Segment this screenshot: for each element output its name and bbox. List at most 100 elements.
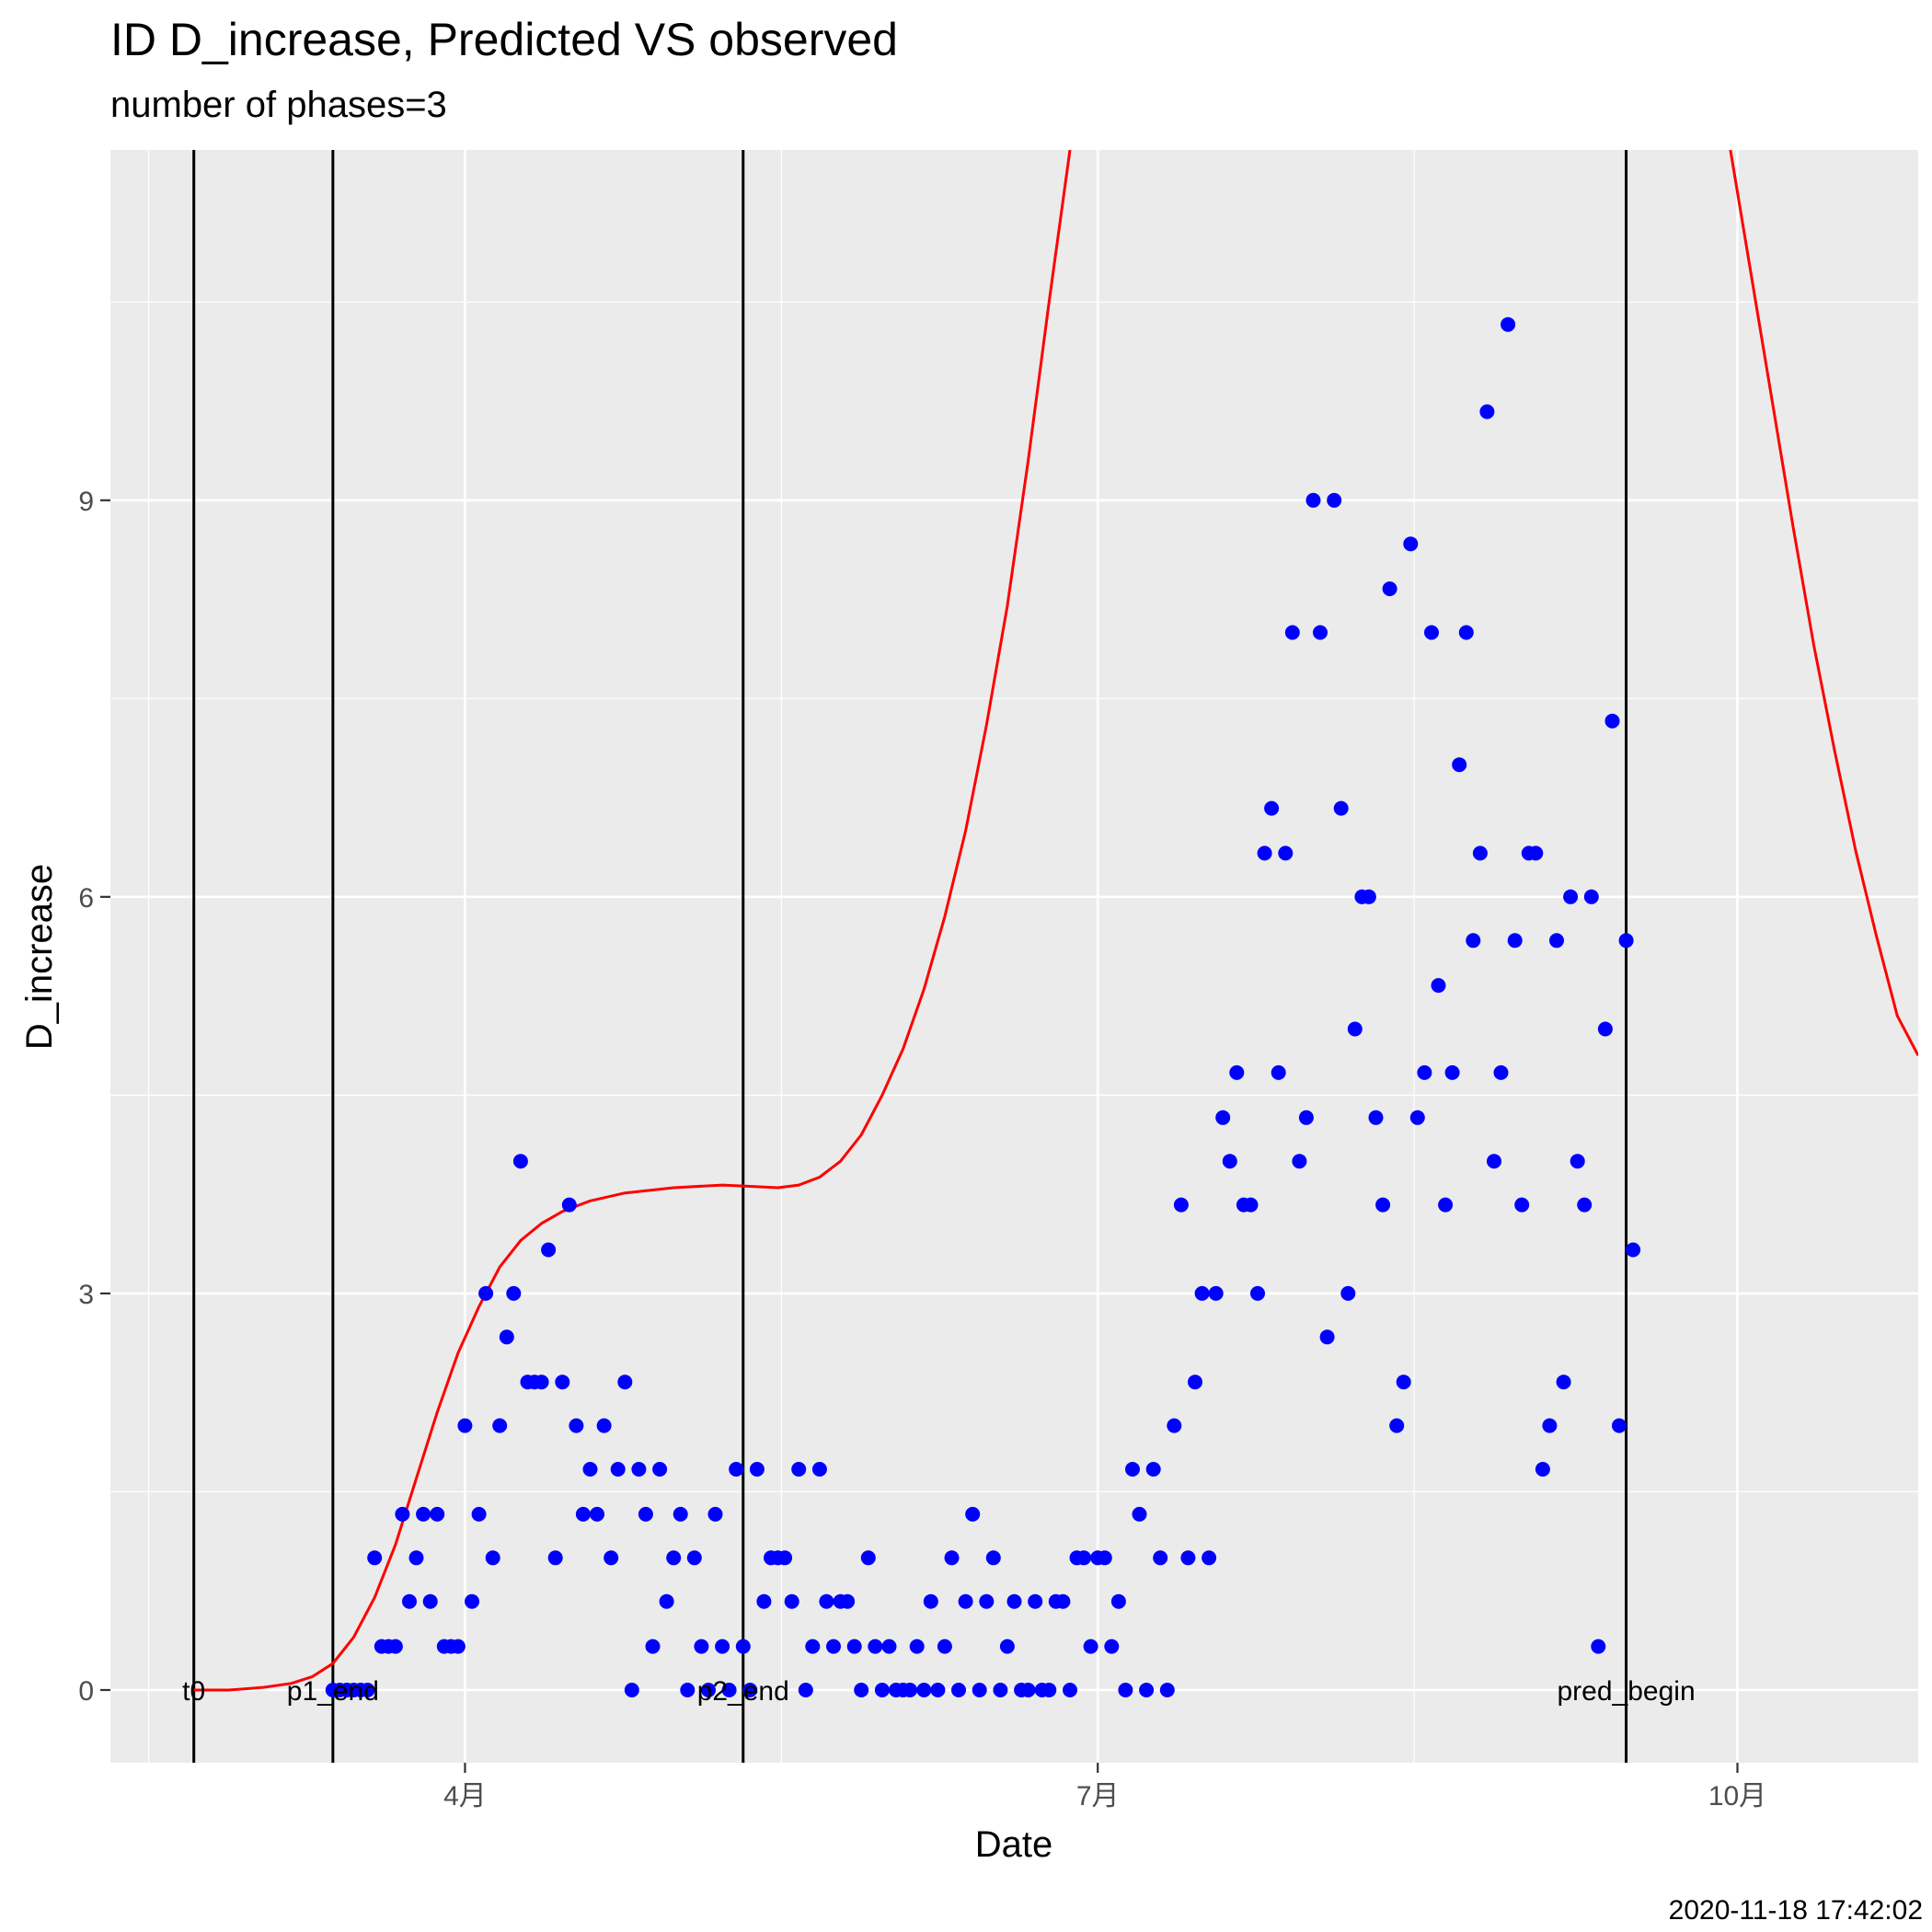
observed-point (868, 1639, 883, 1654)
observed-point (430, 1506, 445, 1522)
observed-point (1438, 1197, 1454, 1213)
observed-point (1444, 1064, 1460, 1080)
chart-subtitle: number of phases=3 (110, 85, 447, 125)
observed-point (937, 1639, 952, 1654)
observed-point (367, 1550, 383, 1566)
observed-point (1118, 1683, 1133, 1697)
observed-point (1028, 1593, 1043, 1609)
observed-point (1612, 1418, 1627, 1433)
observed-point (721, 1683, 737, 1697)
observed-point (1577, 1197, 1593, 1213)
observed-point (555, 1374, 570, 1390)
observed-point (1452, 757, 1467, 773)
observed-point (1396, 1374, 1411, 1390)
observed-point (1466, 933, 1481, 949)
observed-point (465, 1593, 479, 1609)
observed-point (547, 1550, 563, 1566)
observed-point (916, 1683, 932, 1697)
observed-point (360, 1683, 375, 1697)
observed-point (805, 1639, 821, 1654)
observed-point (1327, 492, 1342, 508)
observed-point (999, 1639, 1015, 1654)
observed-point (673, 1506, 688, 1522)
observed-point (582, 1462, 598, 1477)
observed-point (735, 1639, 751, 1654)
observed-point (1368, 1110, 1384, 1125)
observed-point (749, 1462, 765, 1477)
observed-point (1194, 1285, 1210, 1301)
observed-point (1020, 1683, 1036, 1697)
observed-point (1507, 933, 1523, 949)
observed-point (450, 1639, 466, 1654)
predicted-line (193, 150, 1072, 1692)
x-axis: 4月 7月 10月 (443, 1763, 1766, 1811)
observed-point (1305, 492, 1321, 508)
timestamp: 2020-11-18 17:42:02 (1668, 1895, 1923, 1926)
observed-point (1409, 1110, 1425, 1125)
plot-panel (110, 150, 1918, 1763)
observed-point (1597, 1021, 1613, 1037)
observed-point (694, 1639, 709, 1654)
observed-point (1389, 1418, 1405, 1433)
observed-point (1202, 1550, 1217, 1566)
observed-point (1493, 1064, 1509, 1080)
observed-point (979, 1593, 995, 1609)
observed-point (624, 1683, 639, 1697)
observed-point (1167, 1418, 1182, 1433)
observed-point (1563, 889, 1579, 904)
observed-point (506, 1285, 522, 1301)
observed-point (1618, 933, 1634, 949)
observed-point (1180, 1550, 1196, 1566)
y-tick-label: 0 (78, 1676, 94, 1707)
prediction-lines (193, 150, 1918, 1692)
observed-point (1055, 1593, 1071, 1609)
observed-point (402, 1593, 417, 1609)
y-tick-label: 6 (78, 883, 94, 914)
observed-point (680, 1683, 696, 1697)
observed-point (422, 1593, 438, 1609)
observed-point (777, 1550, 793, 1566)
observed-point (1153, 1550, 1168, 1566)
observed-point (985, 1550, 1001, 1566)
predicted-line (1729, 150, 1918, 1056)
observed-point (1208, 1285, 1224, 1301)
observed-point (610, 1462, 626, 1477)
observed-point (1549, 933, 1564, 949)
observed-point (590, 1506, 604, 1522)
observed-point (791, 1462, 807, 1477)
observed-point (1333, 800, 1349, 816)
observed-point (1284, 625, 1300, 640)
y-axis-title: D_increase (19, 864, 60, 1050)
x-tick-label: 7月 (1076, 1781, 1120, 1811)
observed-point (534, 1374, 549, 1390)
observed-point (1431, 978, 1446, 994)
observed-point (686, 1550, 702, 1566)
observed-point (1535, 1462, 1550, 1477)
observed-point (512, 1154, 528, 1169)
observed-point (972, 1683, 987, 1697)
observed-point (1125, 1462, 1140, 1477)
observed-point (1487, 1154, 1501, 1169)
y-axis: 0 3 6 9 (78, 487, 110, 1707)
observed-points (325, 316, 1641, 1697)
observed-point (903, 1683, 918, 1697)
observed-point (1250, 1285, 1265, 1301)
observed-point (798, 1683, 813, 1697)
observed-point (756, 1593, 772, 1609)
phase-label: t0 (182, 1676, 205, 1707)
observed-point (1264, 800, 1280, 816)
observed-point (1229, 1064, 1245, 1080)
observed-point (1375, 1197, 1391, 1213)
observed-point (1403, 536, 1419, 552)
observed-point (1173, 1197, 1189, 1213)
observed-point (499, 1329, 514, 1345)
observed-point (1313, 625, 1328, 640)
observed-point (993, 1683, 1008, 1697)
x-tick-label: 4月 (443, 1781, 487, 1811)
observed-point (1528, 845, 1544, 861)
observed-point (1458, 625, 1474, 640)
x-axis-title: Date (975, 1824, 1053, 1865)
observed-point (1257, 845, 1272, 861)
observed-point (784, 1593, 799, 1609)
